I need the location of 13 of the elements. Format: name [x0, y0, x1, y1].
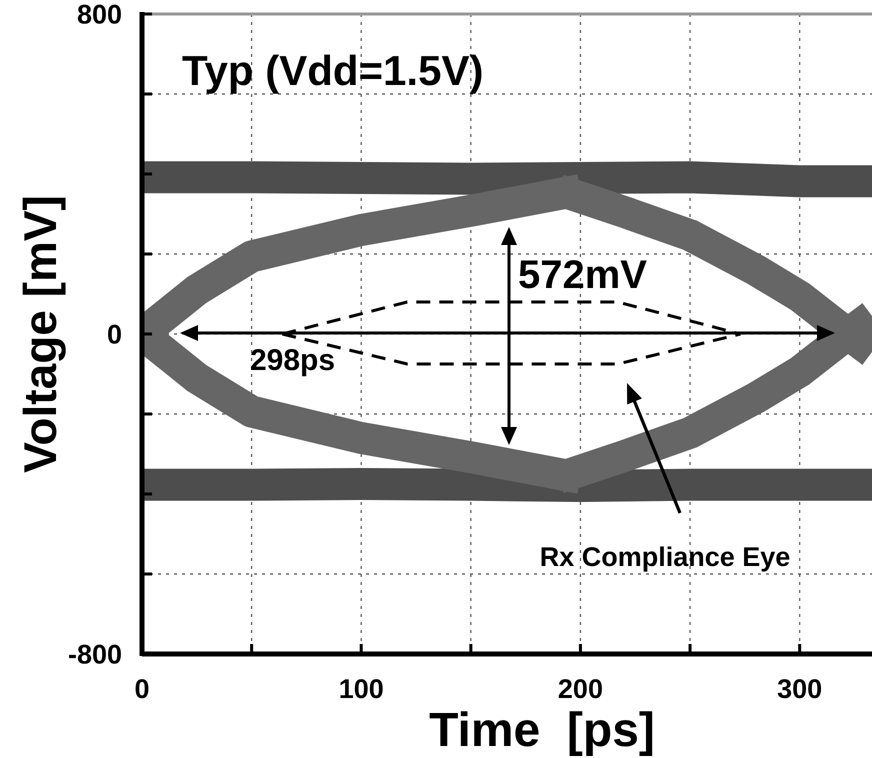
annotation: 572mV	[518, 253, 648, 297]
x-tick-label: 100	[338, 674, 384, 704]
text: Typ (Vdd=1.5V)	[182, 47, 484, 94]
y-tick-label: 0	[106, 319, 122, 350]
y-tick-label: -800	[68, 639, 122, 670]
x-axis-title: Time [ps]	[429, 704, 655, 757]
x-tick-label: 300	[777, 674, 822, 704]
x-tick-label: 0	[134, 674, 150, 704]
x-tick-label: 200	[558, 674, 603, 704]
annotation: Rx Compliance Eye	[540, 542, 790, 572]
annotation: 298ps	[250, 344, 336, 377]
y-tick-label: 800	[76, 0, 122, 30]
y-axis-title: Voltage [mV]	[14, 195, 66, 473]
